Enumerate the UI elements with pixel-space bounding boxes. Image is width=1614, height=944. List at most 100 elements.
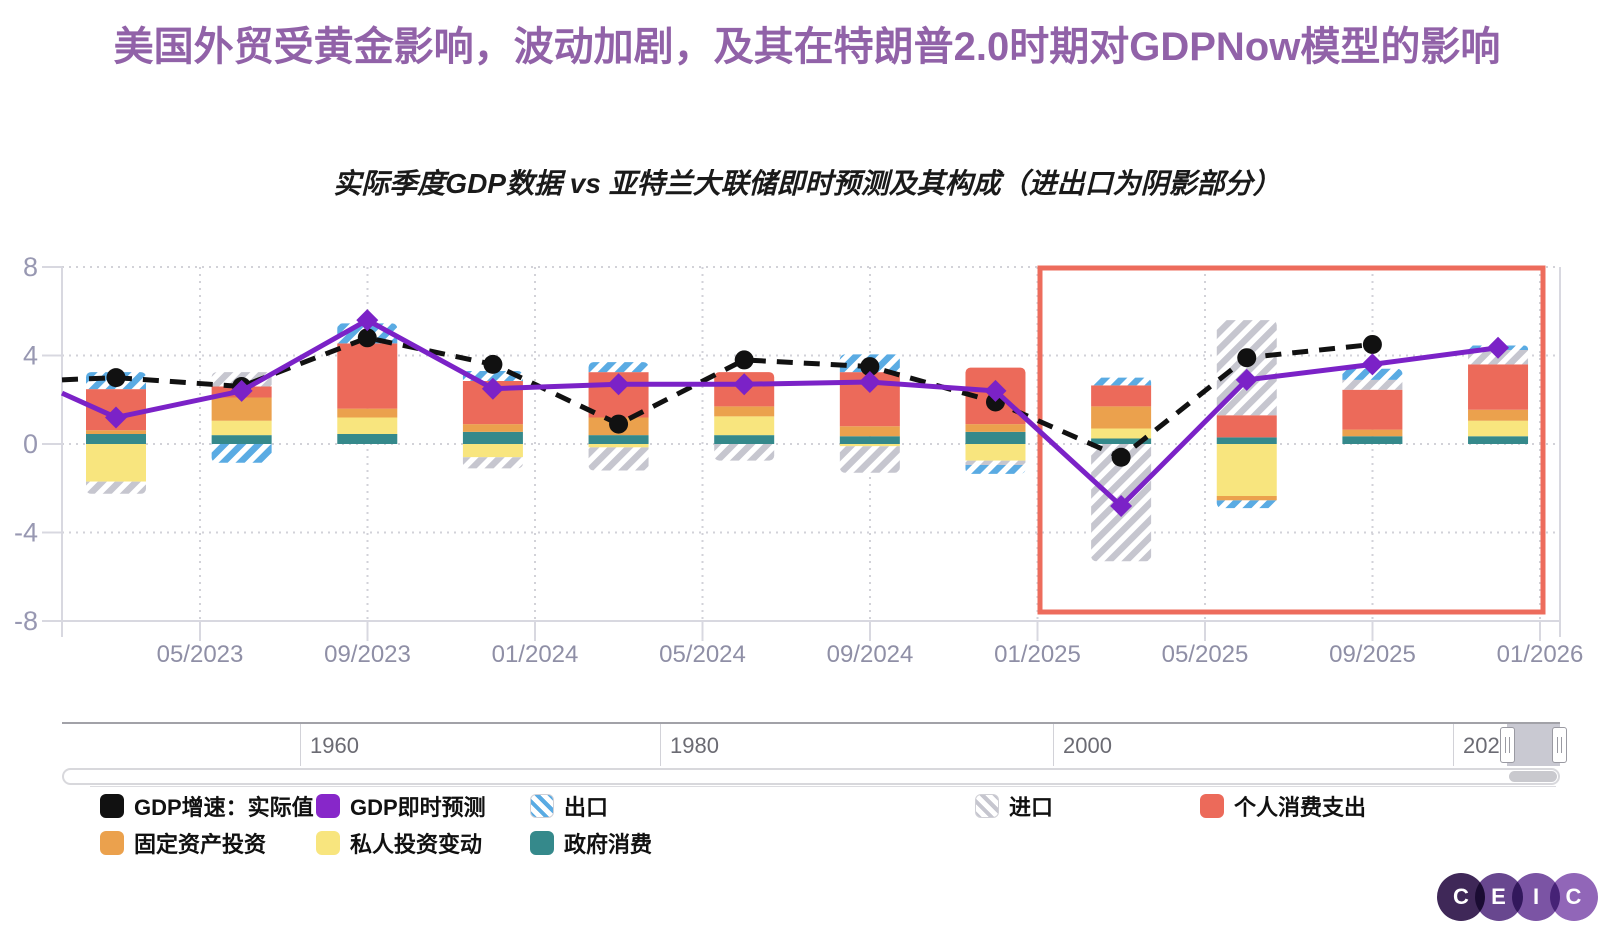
navigator-selected-range[interactable] <box>1507 724 1560 766</box>
bar-segment-government-consumption <box>714 435 775 444</box>
legend-label: GDP即时预测 <box>350 795 486 820</box>
timeline-scrollbar-thumb[interactable] <box>1509 771 1557 782</box>
chart-title: 美国外贸受黄金影响，波动加剧，及其在特朗普2.0时期对GDPNow模型的影响 <box>113 25 1501 69</box>
nowcast-marker <box>858 371 881 394</box>
logo-letter: C <box>1453 884 1469 909</box>
bar-segment-government-consumption <box>965 431 1026 444</box>
y-axis-label: -4 <box>14 518 38 548</box>
bar-segment-personal-consumption <box>337 343 398 409</box>
x-axis-label: 09/2024 <box>827 641 914 668</box>
legend-item-4[interactable]: 个人消费支出 <box>1200 793 1366 820</box>
legend-swatch <box>316 794 340 818</box>
bar-segment-imports <box>1342 379 1403 390</box>
legend-swatch <box>316 831 340 855</box>
bar-segment-fixed-investment <box>714 406 775 417</box>
navigator-decade-label: 1960 <box>310 733 359 758</box>
navigator-tick <box>1453 724 1454 766</box>
nowcast-marker <box>607 373 630 396</box>
navigator-left-handle[interactable] <box>1500 727 1515 763</box>
legend-swatch <box>530 794 554 818</box>
y-axis-label: 4 <box>23 341 38 371</box>
actual-gdp-marker <box>483 354 503 374</box>
gdp-nowcast-line <box>60 317 1499 510</box>
stacked-bars <box>86 320 1529 562</box>
bar-segment-exports <box>588 362 649 373</box>
actual-gdp-marker <box>1362 334 1382 354</box>
bar-segment-exports <box>211 444 272 463</box>
bar-segment-imports <box>86 481 146 494</box>
bar-segment-private-inventory-change <box>337 417 398 435</box>
legend-item-5[interactable]: 固定资产投资 <box>100 830 266 857</box>
bar-segment-private-inventory-change <box>1216 444 1277 496</box>
timeline-navigator[interactable]: 1960 1980 2000 2020 <box>62 722 1567 768</box>
actual-gdp-marker <box>106 368 126 388</box>
highlight-box <box>1037 265 1546 615</box>
x-axis-label: 01/2026 <box>1497 641 1584 668</box>
bar-segment-fixed-investment <box>1468 409 1529 421</box>
logo-letter: I <box>1532 884 1540 909</box>
bar-segment-government-consumption <box>337 434 398 444</box>
bar-segment-government-consumption <box>588 435 649 444</box>
navigator-decade-label: 2000 <box>1063 733 1112 758</box>
actual-gdp-line <box>61 335 1373 461</box>
bar-segment-private-inventory-change <box>211 420 272 436</box>
bar-segment-exports <box>1216 500 1277 509</box>
bar-segment-fixed-investment <box>337 408 398 418</box>
bar-segment-exports <box>1091 377 1152 386</box>
bar-segment-private-inventory-change <box>965 444 1026 461</box>
bar-segment-imports <box>965 460 1026 466</box>
x-axis-label: 01/2025 <box>994 641 1081 668</box>
bar-segment-imports <box>462 457 523 469</box>
legend-item-3[interactable]: 进口 <box>975 793 1053 820</box>
bar-segment-government-consumption <box>211 435 272 444</box>
x-axis-label: 05/2023 <box>157 641 244 668</box>
bar-segment-private-inventory-change <box>1468 420 1529 437</box>
bar-segment-imports <box>714 444 775 461</box>
bar-segment-fixed-investment <box>1216 495 1277 501</box>
nowcast-marker <box>1235 368 1258 391</box>
gdp-chart: 8 4 0 -4 -8 05/2023 09/2023 01/2024 05/2024 09/20… <box>14 252 1584 668</box>
legend-swatch <box>100 794 124 818</box>
bar-segment-personal-consumption <box>1468 364 1529 410</box>
bar-segment-private-inventory-change <box>462 444 523 458</box>
bar-segment-personal-consumption <box>1091 385 1152 407</box>
nowcast-marker <box>733 373 756 396</box>
legend-swatch <box>1200 794 1224 818</box>
bar-segment-fixed-investment <box>1342 429 1403 437</box>
legend-item-0[interactable]: GDP增速：实际值 <box>100 793 314 820</box>
bar-segment-personal-consumption <box>1342 389 1403 430</box>
bar-segment-imports <box>839 446 900 473</box>
navigator-right-handle[interactable] <box>1552 727 1567 763</box>
logo-letter: C <box>1565 884 1582 909</box>
bar-segment-private-inventory-change <box>714 416 775 436</box>
bar-segment-fixed-investment <box>211 397 272 421</box>
timeline-scrollbar-track[interactable] <box>62 768 1560 785</box>
y-axis-label: -8 <box>14 606 38 636</box>
bar-segment-fixed-investment <box>462 424 523 432</box>
x-axis-label: 09/2023 <box>324 641 411 668</box>
actual-gdp-marker <box>734 350 754 370</box>
legend-label: GDP增速：实际值 <box>134 795 314 820</box>
legend-divider <box>90 786 1556 787</box>
nowcast-marker <box>356 309 379 332</box>
legend-item-6[interactable]: 私人投资变动 <box>316 830 482 857</box>
actual-gdp-marker <box>1237 348 1257 368</box>
legend-item-1[interactable]: GDP即时预测 <box>316 793 486 820</box>
bar-segment-personal-consumption <box>462 380 523 425</box>
bar-segment-private-inventory-change <box>86 444 146 482</box>
legend-swatch <box>975 794 999 818</box>
y-axis-label: 0 <box>23 429 38 459</box>
legend-swatch <box>530 831 554 855</box>
bar-segment-fixed-investment <box>1091 406 1152 429</box>
bar-segment-exports <box>965 465 1026 474</box>
nowcast-marker <box>481 377 504 400</box>
bar-segment-government-consumption <box>1342 436 1403 444</box>
bar-segment-personal-consumption <box>1216 415 1277 438</box>
legend-item-2[interactable]: 出口 <box>530 793 608 820</box>
bar-segment-private-inventory-change <box>588 444 649 448</box>
legend-item-7[interactable]: 政府消费 <box>530 830 652 857</box>
nowcast-marker <box>105 406 127 429</box>
x-axis-label: 09/2025 <box>1329 641 1416 668</box>
